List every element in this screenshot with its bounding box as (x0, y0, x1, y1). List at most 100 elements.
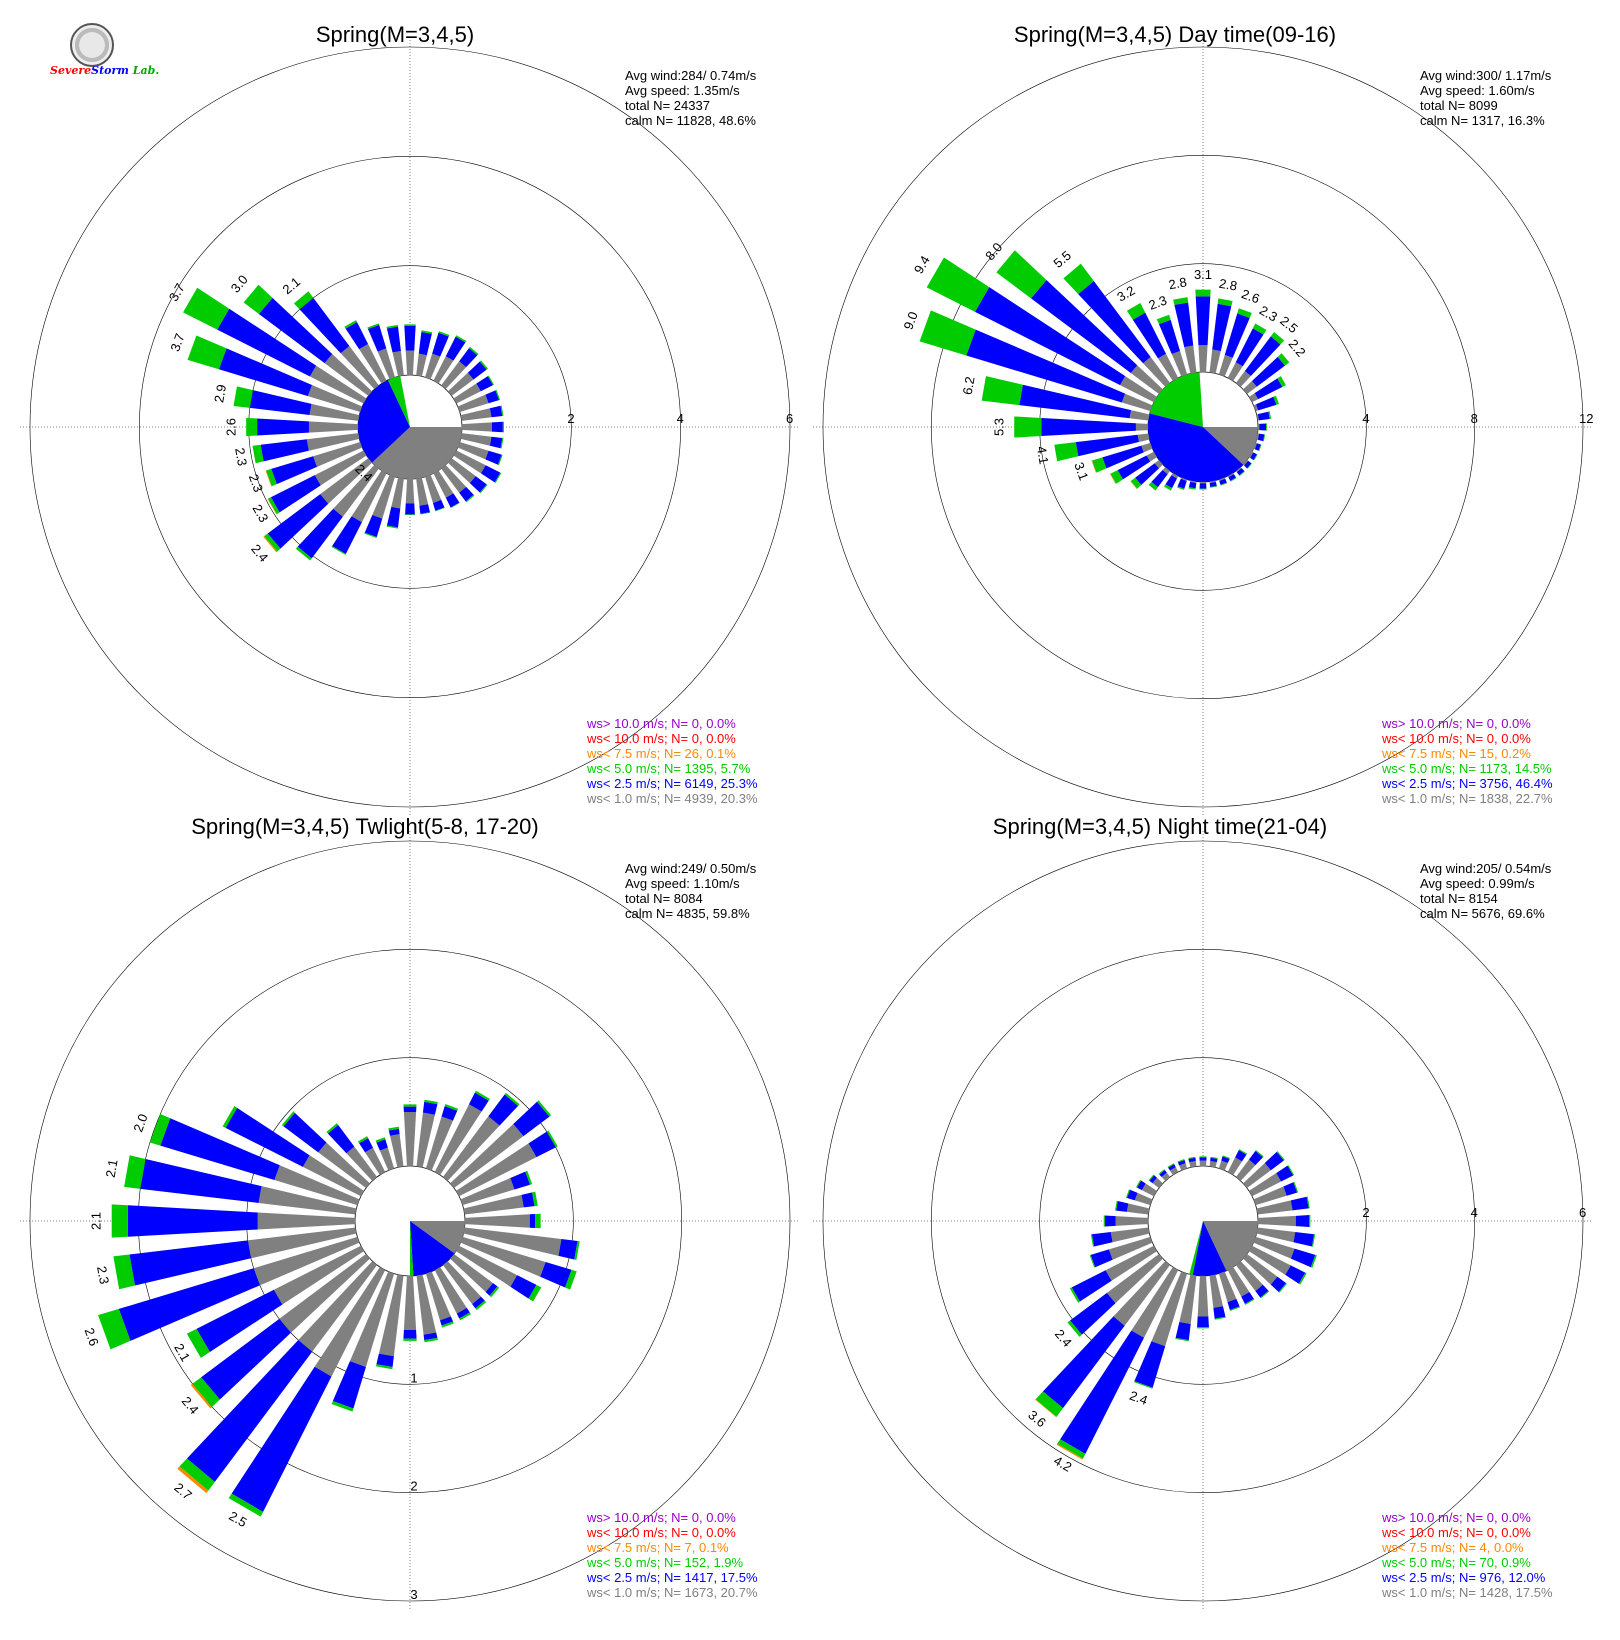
wind-rose-panel-4: 2 4 6 2.4 4.2 3.6 2.4 Spring(M=3,4,5) Night tim… (813, 814, 1593, 1611)
wind-bar-segment (1148, 481, 1158, 491)
wind-bar-segment (1298, 1272, 1307, 1285)
wind-bar-segment (306, 433, 360, 451)
legend-entry: ws< 2.5 m/s; N= 976, 12.0% (1381, 1570, 1546, 1585)
wind-bar-segment (1090, 1249, 1113, 1268)
wind-bar-segment (453, 383, 481, 404)
bar-total-label: 9.4 (911, 253, 933, 276)
wind-bar-segment (1102, 445, 1144, 469)
wind-bar-segment (1109, 473, 1117, 485)
wind-bar-segment (265, 470, 272, 487)
wind-bar-segment (1219, 478, 1227, 485)
ring-label: 4 (677, 411, 684, 426)
wind-bar-segment (474, 1090, 490, 1101)
wind-bar-segment (1199, 488, 1207, 490)
wind-bar-segment (177, 1466, 209, 1494)
stat-line: Avg wind:284/ 0.74m/s (625, 68, 757, 83)
wind-bar-segment (468, 346, 479, 356)
wind-bar-segment (1103, 1215, 1105, 1227)
wind-bar-segment (444, 1104, 459, 1111)
wind-bar-segment (140, 1158, 262, 1203)
wind-bar-segment (111, 1204, 128, 1238)
wind-bar-segment (1210, 1157, 1218, 1163)
wind-bar-segment (386, 506, 401, 528)
wind-bar-segment (416, 1112, 435, 1168)
wind-bar-segment (472, 1296, 485, 1309)
wind-bar-segment (365, 1147, 386, 1175)
wind-bar-segment (1249, 1245, 1291, 1275)
wind-bar-segment (1149, 1175, 1157, 1184)
wind-rose-panel-3: 1 2 3 2.5 2.7 2.4 2.1 2.6 2.3 2.1 2.1 2.0 Spring(M=3… (20, 814, 800, 1611)
wind-bar-segment (246, 417, 258, 437)
bar-total-label: 2.6 (82, 1326, 102, 1348)
wind-bar-segment (390, 1134, 404, 1168)
legend-entry: ws< 1.0 m/s; N= 1838, 22.7% (1381, 791, 1553, 806)
wind-bar-segment (349, 1271, 395, 1367)
wind-bar-segment (1254, 443, 1261, 451)
wind-bar-segment (405, 350, 415, 376)
wind-bar-segment (1129, 410, 1150, 421)
wind-bar-segment (468, 1092, 489, 1112)
bar-total-label: 2.4 (248, 541, 271, 564)
wind-bar-segment (113, 1254, 135, 1290)
wind-bar-segment (1243, 459, 1249, 466)
stat-line: Avg speed: 0.99m/s (1420, 876, 1535, 891)
bar-total-label: 5.3 (991, 418, 1006, 436)
wind-bar-segment (465, 494, 475, 503)
wind-bar-segment (386, 326, 401, 353)
wind-bar-segment (1158, 353, 1179, 381)
wind-bar-segment (1177, 478, 1187, 489)
wind-bar-segment (225, 1107, 310, 1167)
wind-bar-segment (460, 408, 492, 421)
stat-line: calm N= 11828, 48.6% (625, 113, 756, 128)
wind-bar-segment (457, 394, 489, 412)
wind-bar-segment (457, 442, 489, 460)
wind-bar-segment (1310, 1254, 1317, 1268)
wind-bar-segment (1270, 1276, 1287, 1293)
wind-bar-segment (1253, 1186, 1287, 1206)
wind-bar-segment (1199, 1157, 1207, 1161)
wind-bar-segment (1276, 1151, 1285, 1161)
wind-bar-segment (231, 1366, 332, 1512)
wind-bar-segment (273, 1245, 364, 1305)
wind-bar-segment (1196, 1327, 1210, 1329)
wind-bar-segment (129, 1240, 251, 1286)
wind-bar-segment (222, 1106, 238, 1128)
logo-text-part: evere (57, 64, 92, 77)
wind-bar-segment (416, 353, 427, 377)
wind-bar-segment (450, 1124, 524, 1189)
calm-pie-slice (410, 1221, 455, 1276)
wind-bar-segment (435, 507, 445, 512)
wind-bar-segment (1184, 345, 1197, 374)
wind-bar-segment (1158, 319, 1181, 355)
wind-bar-segment (1270, 331, 1285, 345)
wind-bar-segment (1227, 1298, 1240, 1310)
legend-entry: ws< 10.0 m/s; N= 0, 0.0% (1381, 731, 1531, 746)
legend-entry: ws< 2.5 m/s; N= 3756, 46.4% (1381, 776, 1553, 791)
legend-entry: ws< 5.0 m/s; N= 1173, 14.5% (1381, 761, 1552, 776)
bar-total-label: 2.7 (171, 1480, 194, 1503)
wind-bar-segment (253, 1236, 360, 1286)
wind-bar-segment (489, 436, 503, 449)
wind-bar-segment (1141, 1183, 1157, 1197)
wind-bar-segment (1019, 384, 1131, 419)
legend-entry: ws< 1.0 m/s; N= 4939, 20.3% (586, 791, 758, 806)
wind-bar-segment (1268, 411, 1272, 420)
wind-bar-segment (460, 433, 492, 446)
wind-bar-segment (975, 287, 1126, 386)
wind-bar-segment (1209, 1274, 1223, 1308)
wind-bar-segment (1035, 1399, 1057, 1418)
bar-total-label: 2.1 (280, 274, 303, 297)
wind-bar-segment (467, 361, 487, 380)
wind-bar-segment (441, 464, 467, 493)
wind-bar-segment (187, 335, 227, 370)
legend-entry: ws> 10.0 m/s; N= 0, 0.0% (1381, 1510, 1531, 1525)
wind-bar-segment (485, 1283, 498, 1296)
wind-bar-segment (332, 516, 362, 554)
bar-total-label: 2.3 (246, 472, 266, 494)
calm-pie-slice (1148, 413, 1244, 482)
bar-total-label: 2.2 (1286, 336, 1309, 359)
wind-bar-segment (1256, 396, 1277, 411)
wind-bar-segment (456, 1143, 537, 1197)
wind-bar-segment (1227, 473, 1234, 478)
wind-bar-segment (1067, 1320, 1082, 1337)
